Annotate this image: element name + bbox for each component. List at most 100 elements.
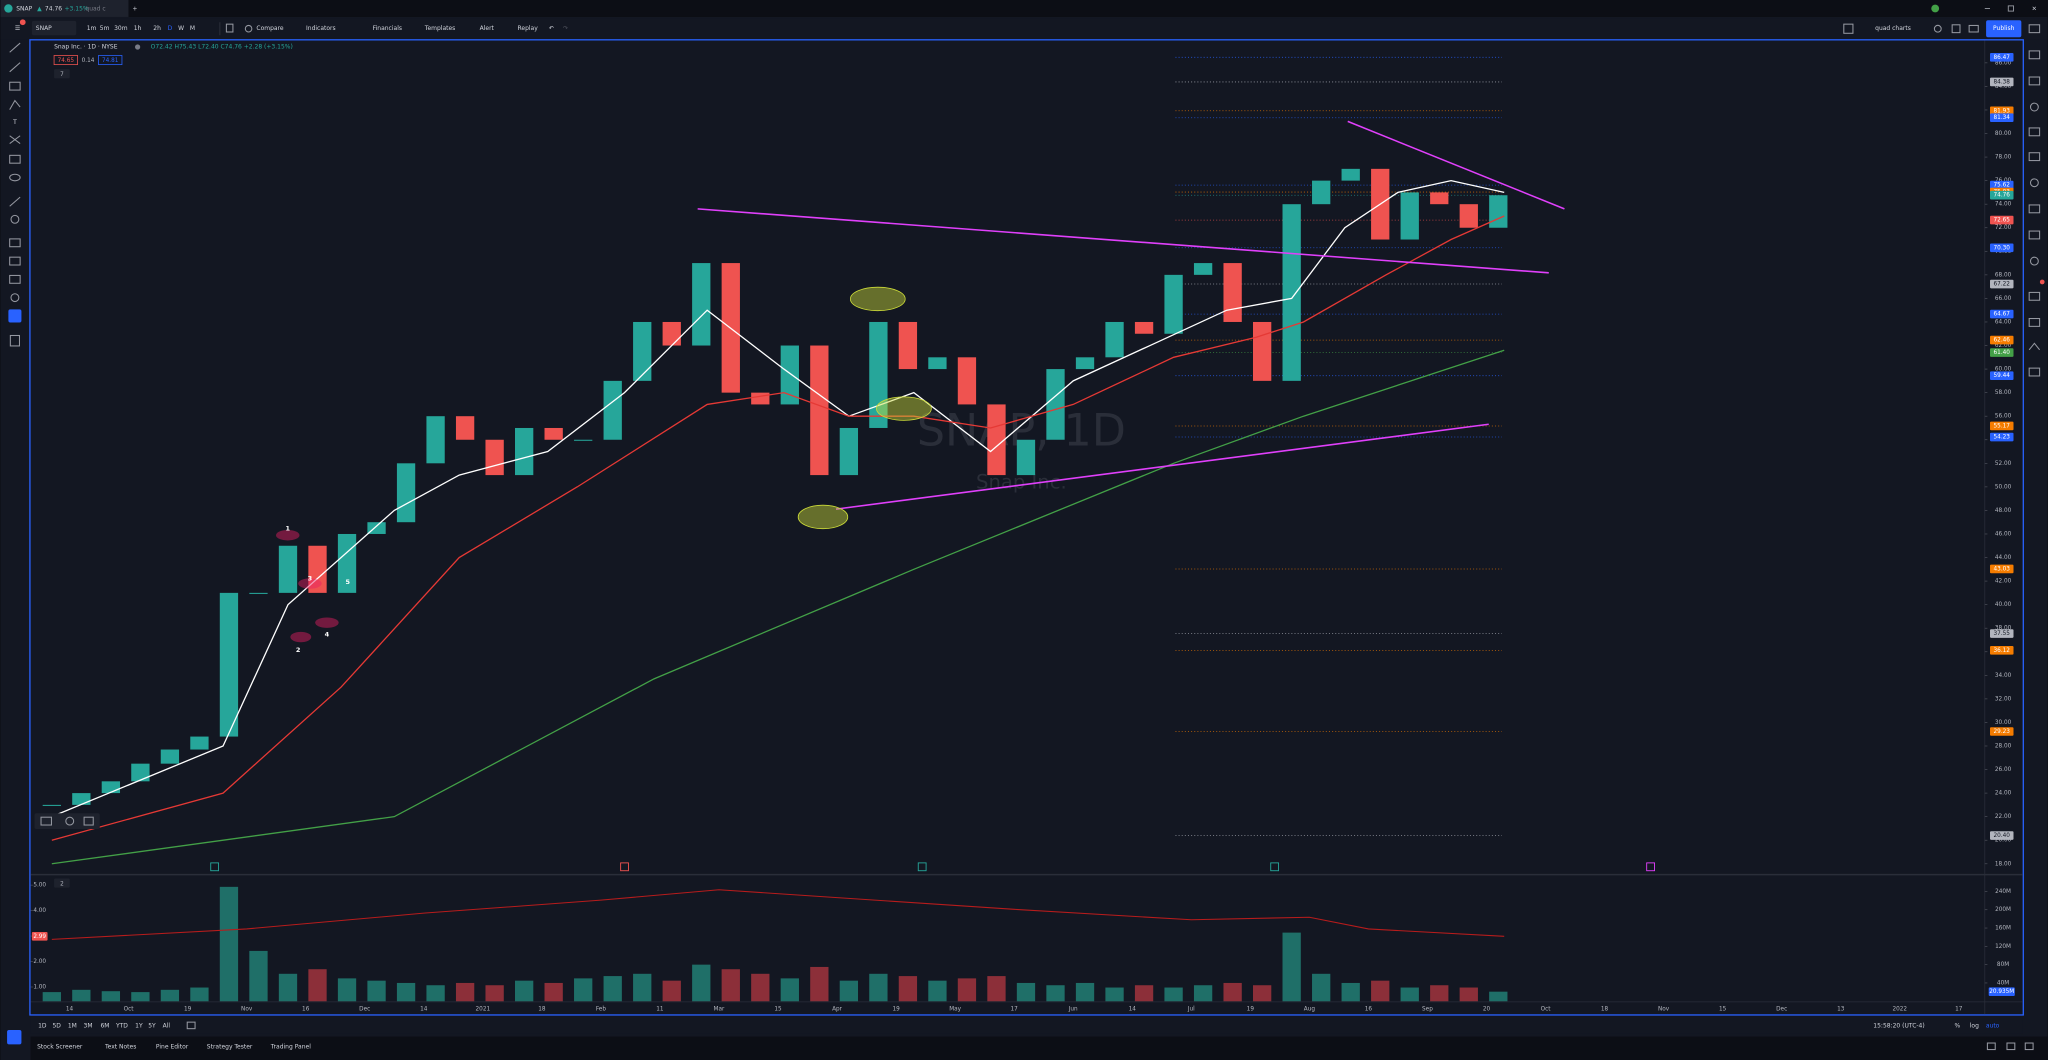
publish-button[interactable] bbox=[1986, 20, 2022, 38]
trendline-tool[interactable] bbox=[9, 62, 21, 73]
account-icon[interactable] bbox=[7, 1029, 22, 1045]
layout-icon[interactable] bbox=[1843, 23, 1854, 34]
range-button[interactable]: 6M bbox=[100, 1023, 109, 1030]
close[interactable]: ✕ bbox=[2032, 6, 2037, 13]
text-tool[interactable]: T bbox=[12, 119, 17, 126]
panel-tab[interactable]: Text Notes bbox=[104, 1043, 136, 1050]
highlight-ellipse[interactable] bbox=[797, 504, 849, 530]
highlight-ellipse[interactable] bbox=[876, 396, 932, 421]
chart-style[interactable] bbox=[225, 23, 234, 33]
event-marker[interactable] bbox=[620, 862, 629, 872]
panel-tab[interactable]: Trading Panel bbox=[270, 1043, 311, 1050]
data-window[interactable] bbox=[2028, 76, 2041, 86]
log-toggle[interactable]: log bbox=[1970, 1023, 1979, 1030]
marker-ellipse[interactable] bbox=[315, 617, 339, 628]
profile[interactable] bbox=[1931, 4, 1940, 13]
interval[interactable]: 2h bbox=[153, 25, 161, 32]
marker-ellipse[interactable] bbox=[298, 578, 322, 589]
hotlists[interactable] bbox=[2029, 102, 2039, 112]
marker-ellipse[interactable] bbox=[275, 530, 300, 541]
dom[interactable] bbox=[2028, 291, 2041, 301]
ideas[interactable] bbox=[2028, 152, 2041, 162]
panel-button[interactable] bbox=[2006, 1042, 2016, 1051]
interval[interactable]: 30m bbox=[114, 25, 128, 32]
goto-date[interactable] bbox=[186, 1021, 196, 1030]
toolbar-button[interactable] bbox=[40, 816, 52, 826]
alerts[interactable] bbox=[2028, 50, 2041, 60]
interval[interactable]: 5m bbox=[100, 25, 110, 32]
financials-button[interactable]: Financials bbox=[373, 25, 402, 32]
panel-button[interactable] bbox=[2024, 1042, 2034, 1051]
measure-tool[interactable] bbox=[9, 154, 21, 164]
order-panel[interactable] bbox=[2029, 256, 2039, 266]
icon-tool[interactable] bbox=[9, 173, 21, 182]
browser-tab[interactable] bbox=[0, 0, 129, 17]
redo[interactable]: ↷ bbox=[563, 25, 568, 32]
trendline[interactable] bbox=[835, 423, 1489, 510]
pine[interactable] bbox=[2028, 342, 2041, 351]
remove-tool[interactable] bbox=[9, 334, 21, 347]
prediction-tool[interactable] bbox=[9, 135, 21, 145]
compare-button[interactable]: Compare bbox=[256, 25, 284, 32]
help[interactable] bbox=[2028, 367, 2041, 377]
cursor-tool[interactable] bbox=[9, 42, 21, 53]
panel-button[interactable] bbox=[1986, 1042, 1996, 1051]
marker-ellipse[interactable] bbox=[290, 631, 312, 643]
templates-button[interactable]: Templates bbox=[424, 25, 456, 32]
favorites-tool-active[interactable] bbox=[8, 309, 22, 323]
replay-button[interactable]: Replay bbox=[517, 25, 538, 32]
publish-label[interactable]: Publish bbox=[1993, 25, 2015, 32]
alert-button[interactable]: Alert bbox=[480, 25, 495, 32]
percent-toggle[interactable]: % bbox=[1955, 1023, 1961, 1030]
event-marker[interactable] bbox=[1646, 862, 1655, 872]
wave-label[interactable]: 5 bbox=[346, 578, 351, 586]
watchlist[interactable] bbox=[2028, 24, 2041, 34]
interval[interactable]: M bbox=[190, 25, 195, 32]
snapshot[interactable] bbox=[1968, 24, 1979, 33]
event-marker[interactable] bbox=[210, 862, 220, 872]
new-tab[interactable]: + bbox=[132, 6, 137, 13]
event-marker[interactable] bbox=[1270, 862, 1280, 872]
lock-tool[interactable] bbox=[9, 274, 21, 284]
range-button[interactable]: 1Y bbox=[135, 1023, 143, 1030]
zoom-tool[interactable] bbox=[10, 214, 20, 224]
toolbar-button[interactable] bbox=[65, 816, 75, 826]
highlight-ellipse[interactable] bbox=[849, 286, 906, 312]
range-button[interactable]: 5Y bbox=[148, 1023, 156, 1030]
panel-tab[interactable]: Stock Screener bbox=[37, 1043, 83, 1050]
indicator-toggle[interactable] bbox=[54, 878, 70, 888]
fib-tool[interactable] bbox=[9, 81, 21, 91]
pattern-tool[interactable] bbox=[9, 99, 21, 110]
brush-tool[interactable] bbox=[9, 196, 21, 207]
calendar[interactable] bbox=[2028, 127, 2041, 137]
panel-tab[interactable]: Strategy Tester bbox=[207, 1043, 253, 1050]
wave-label[interactable]: 4 bbox=[325, 630, 330, 638]
range-button[interactable]: 3M bbox=[84, 1023, 93, 1030]
event-marker[interactable] bbox=[917, 862, 927, 872]
symbol-search[interactable] bbox=[31, 20, 77, 36]
streams[interactable] bbox=[2029, 178, 2039, 188]
auto-toggle[interactable]: auto bbox=[1986, 1023, 2000, 1030]
wave-label[interactable]: 2 bbox=[296, 646, 301, 654]
undo[interactable]: ↶ bbox=[549, 25, 554, 32]
indicator-toggle[interactable] bbox=[54, 69, 70, 79]
magnet-tool[interactable] bbox=[9, 238, 21, 248]
interval[interactable]: 1m bbox=[87, 25, 97, 32]
indicator-count[interactable]: 7 bbox=[60, 72, 64, 78]
volume-indicator-count[interactable]: 2 bbox=[60, 881, 64, 887]
menu[interactable]: ☰ bbox=[15, 25, 20, 32]
settings[interactable] bbox=[1933, 24, 1942, 33]
stay-drawing[interactable] bbox=[9, 256, 21, 266]
range-button[interactable]: 1M bbox=[68, 1023, 77, 1030]
toolbar-symbol[interactable]: SNAP bbox=[36, 25, 52, 32]
toolbar-button[interactable] bbox=[83, 816, 94, 826]
indicators-button[interactable]: Indicators bbox=[306, 25, 336, 32]
trendline[interactable] bbox=[697, 208, 1549, 274]
layout-name[interactable]: quad charts bbox=[1875, 25, 1911, 32]
wave-label[interactable]: 3 bbox=[308, 574, 313, 582]
wave-label[interactable]: 1 bbox=[285, 525, 290, 533]
range-button[interactable]: All bbox=[163, 1023, 171, 1030]
maximize[interactable] bbox=[2007, 5, 2014, 12]
interval-active[interactable]: D bbox=[168, 25, 173, 32]
object-tree[interactable] bbox=[2028, 318, 2041, 327]
